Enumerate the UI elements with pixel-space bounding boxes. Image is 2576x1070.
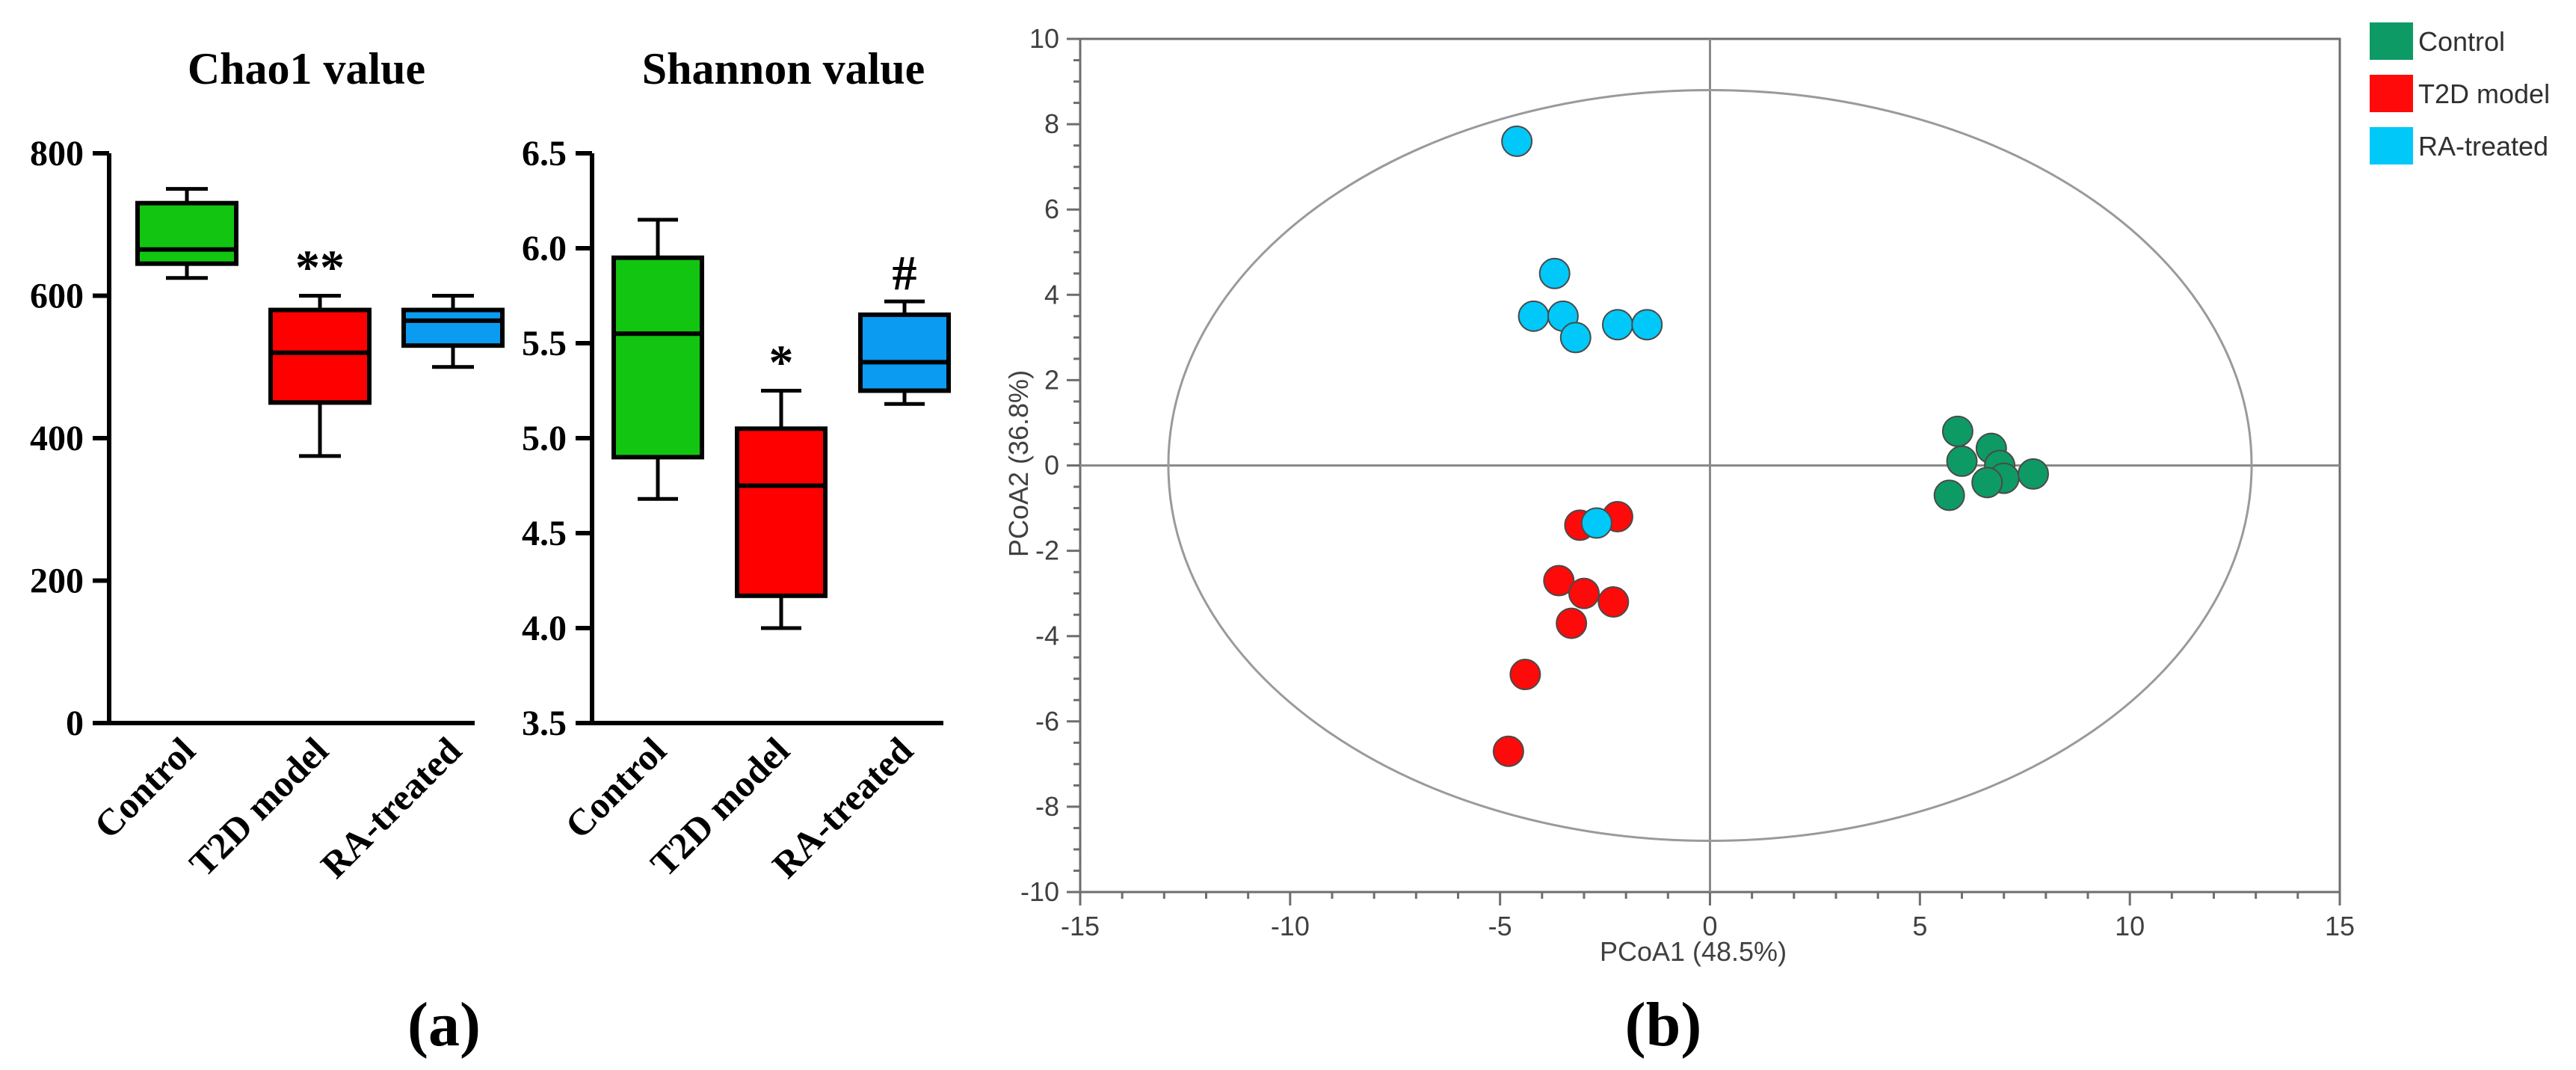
shannon-box-plot: Shannon value 3.5 4.0 4.5 5.0 5.5 6.0 6.5 Contro… — [522, 44, 951, 886]
box-ra-treated — [858, 312, 951, 393]
point-ra-treated — [1538, 257, 1571, 289]
point-control — [1946, 445, 1978, 477]
chart-title: Shannon value — [642, 44, 925, 93]
box-control — [135, 200, 238, 266]
x-tick-label: 5 — [1912, 911, 1927, 941]
y-tick-label: 800 — [30, 134, 84, 173]
y-tick-label: -6 — [1035, 706, 1059, 737]
x-axis-label: PCoA1 (48.5%) — [1600, 936, 1787, 967]
y-tick-label: 5.0 — [522, 419, 567, 458]
x-tick-label: 15 — [2325, 911, 2355, 941]
y-tick-label: 200 — [30, 562, 84, 601]
point-ra-treated — [1517, 300, 1550, 332]
y-axis-label: PCoA2 (36.8%) — [1003, 370, 1034, 557]
legend-swatch-t2d-model — [2370, 75, 2413, 112]
point-ra-treated — [1501, 125, 1533, 157]
x-tick-label: -10 — [1271, 911, 1310, 941]
point-control — [1941, 415, 1973, 447]
significance-t2d-model: ** — [295, 241, 345, 295]
x-tick-label-control: Control — [86, 729, 203, 846]
y-tick-label: 2 — [1044, 364, 1059, 395]
significance-ra-treated: # — [893, 246, 917, 301]
point-t2d-model — [1568, 577, 1600, 609]
x-tick-label: 0 — [1702, 911, 1717, 941]
legend-label-t2d-model: T2D model — [2418, 79, 2550, 109]
x-tick-label: -5 — [1488, 911, 1512, 941]
point-control — [2017, 458, 2049, 490]
legend-swatch-ra-treated — [2370, 127, 2413, 165]
x-tick-label-ra-treated: RA-treated — [312, 729, 469, 886]
y-tick-label: 0 — [1044, 450, 1059, 481]
point-ra-treated — [1580, 507, 1612, 539]
x-tick-label: 10 — [2115, 911, 2145, 941]
panel-label-a: (a) — [407, 990, 481, 1060]
point-t2d-model — [1509, 659, 1541, 691]
legend-label-ra-treated: RA-treated — [2418, 131, 2548, 162]
chart-title: Chao1 value — [188, 44, 425, 93]
y-tick-label: 400 — [30, 419, 84, 458]
legend-label-control: Control — [2418, 26, 2505, 57]
point-ra-treated — [1559, 322, 1591, 354]
y-tick-label: 4.5 — [522, 514, 567, 553]
y-tick-label: 5.5 — [522, 324, 567, 363]
point-t2d-model — [1492, 735, 1524, 767]
y-tick-label: -2 — [1035, 535, 1059, 566]
y-tick-label: 6.0 — [522, 229, 567, 268]
point-control — [1971, 467, 2003, 499]
point-t2d-model — [1556, 607, 1588, 639]
point-control — [1933, 479, 1965, 511]
significance-t2d-model: * — [769, 336, 794, 390]
y-tick-label: 3.5 — [522, 704, 567, 743]
x-tick-label-t2d-model: T2D model — [181, 729, 336, 885]
y-tick-label: -4 — [1035, 621, 1059, 651]
y-tick-label: 4 — [1044, 279, 1059, 310]
box-ra-treated — [401, 307, 505, 348]
y-tick-label: 0 — [66, 704, 84, 743]
panel-label-b: (b) — [1625, 990, 1702, 1060]
point-t2d-model — [1543, 565, 1575, 597]
x-tick-label-control: Control — [557, 729, 674, 846]
y-tick-label: -8 — [1035, 791, 1059, 822]
box-t2d-model — [268, 307, 372, 405]
y-tick-label: 10 — [1029, 23, 1059, 54]
box-t2d-model — [735, 426, 828, 598]
legend-swatch-control — [2370, 22, 2413, 60]
x-tick-label: -15 — [1061, 911, 1100, 941]
y-tick-label: -10 — [1020, 876, 1059, 907]
point-t2d-model — [1597, 586, 1630, 618]
y-tick-label: 6.5 — [522, 134, 567, 173]
y-tick-label: 8 — [1044, 108, 1059, 139]
confidence-ellipse — [1167, 88, 2253, 843]
y-tick-label: 600 — [30, 277, 84, 316]
y-tick-label: 4.0 — [522, 609, 567, 648]
y-tick-label: 6 — [1044, 194, 1059, 224]
point-ra-treated — [1631, 309, 1663, 341]
point-ra-treated — [1601, 309, 1633, 341]
box-control — [611, 255, 704, 460]
